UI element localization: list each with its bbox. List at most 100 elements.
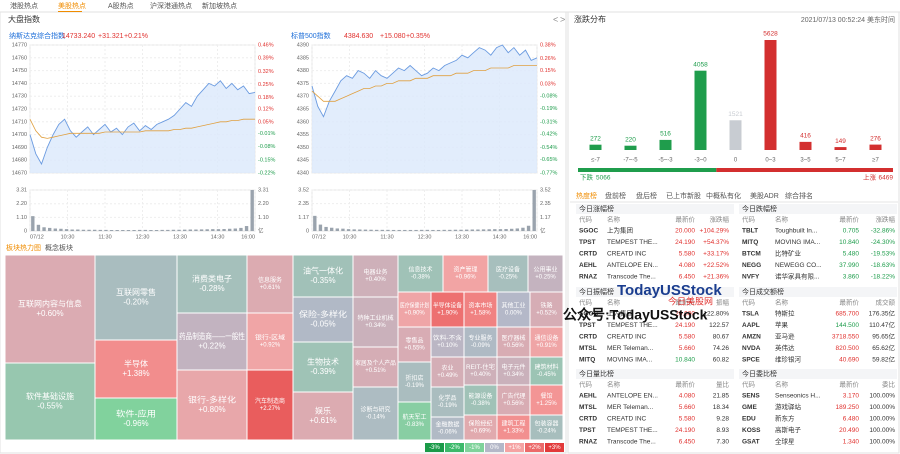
rank-cell[interactable]: AAPL xyxy=(742,322,760,329)
rank-cell[interactable]: TPST xyxy=(579,239,596,246)
heatmap-cell[interactable] xyxy=(496,384,531,416)
rank-cell[interactable]: BTCM xyxy=(742,251,761,258)
heatmap-cell[interactable] xyxy=(463,356,498,386)
heatmap-cell[interactable] xyxy=(292,296,354,343)
rank-tab[interactable]: 热度榜 xyxy=(576,191,597,200)
heatmap-cell[interactable] xyxy=(94,339,178,399)
dist-category: 3~5 xyxy=(800,158,811,164)
rank-tab[interactable]: 综合排名 xyxy=(785,191,813,200)
rank-cell[interactable]: RNAZ xyxy=(579,274,597,281)
rank-cell[interactable]: MTSL xyxy=(579,345,597,352)
heatmap-cell[interactable] xyxy=(430,356,465,388)
heatmap-cell[interactable] xyxy=(529,356,564,386)
rank-cell[interactable]: SENS xyxy=(742,393,760,400)
heatmap-cell[interactable] xyxy=(430,291,465,328)
top-tab[interactable]: 港股热点 xyxy=(10,1,38,10)
heatmap-cell[interactable] xyxy=(463,291,498,328)
rank-cell[interactable]: GSAT xyxy=(742,439,760,446)
legend-label: -3% xyxy=(429,445,440,451)
nav-next[interactable]: > xyxy=(560,14,565,24)
rank-cell[interactable]: NVDA xyxy=(742,345,761,352)
rank-cell[interactable]: TBLT xyxy=(742,228,758,235)
rank-tab[interactable]: 盘前榜 xyxy=(605,191,626,200)
heatmap-cell[interactable] xyxy=(352,346,399,388)
rank-cell[interactable]: SPCE xyxy=(742,357,760,364)
rank-cell[interactable]: MITQ xyxy=(742,239,758,246)
heatmap-cell[interactable] xyxy=(176,369,248,441)
heatmap-cell[interactable] xyxy=(4,362,96,441)
heatmap-cell[interactable] xyxy=(529,414,564,441)
heatmap-cell[interactable] xyxy=(529,291,564,328)
heatmap-cell[interactable] xyxy=(487,254,529,293)
nav-prev[interactable]: < xyxy=(553,14,558,24)
heatmap-cell[interactable] xyxy=(397,254,444,293)
rank-cell[interactable]: CRTD xyxy=(579,251,597,258)
volume-tick-label: 3.52 xyxy=(298,187,309,193)
rank-cell: 37.990 xyxy=(839,262,859,269)
volume-bar xyxy=(352,229,356,231)
heatmap-cell[interactable] xyxy=(463,326,498,358)
cell-value: +0.61% xyxy=(260,285,281,291)
rank-cell[interactable]: CRTD xyxy=(579,416,597,423)
heatmap-cell[interactable] xyxy=(463,384,498,416)
heatmap-tab[interactable]: 板块热力图 xyxy=(6,243,41,252)
heatmap-cell[interactable] xyxy=(430,386,465,418)
top-tab[interactable]: 美股热点 xyxy=(58,1,86,10)
heatmap-cell[interactable] xyxy=(529,326,564,358)
heatmap-cell[interactable] xyxy=(4,254,96,364)
heatmap-cell[interactable] xyxy=(94,397,178,441)
rank-cell[interactable]: AEHL xyxy=(579,393,597,400)
heatmap-cell[interactable] xyxy=(352,386,399,441)
heatmap-cell[interactable] xyxy=(529,384,564,416)
rank-cell[interactable]: AEHL xyxy=(579,262,597,269)
heatmap-cell[interactable] xyxy=(352,296,399,348)
volume-bar xyxy=(216,229,221,231)
heatmap-cell[interactable] xyxy=(352,254,399,298)
rank-cell[interactable]: SGOC xyxy=(579,311,598,318)
heatmap-cell[interactable] xyxy=(246,369,294,441)
top-tab[interactable]: 新加坡热点 xyxy=(202,1,237,10)
heatmap-cell[interactable] xyxy=(246,312,294,371)
heatmap-cell[interactable] xyxy=(94,254,178,341)
heatmap-tab[interactable]: 概念板块 xyxy=(45,243,73,252)
heatmap-cell[interactable] xyxy=(430,326,465,358)
heatmap-cell[interactable] xyxy=(397,361,432,403)
heatmap-cell[interactable] xyxy=(463,414,498,441)
x-tick-label: 12:30 xyxy=(136,234,150,240)
heatmap-cell[interactable] xyxy=(397,401,432,441)
heatmap-cell[interactable] xyxy=(292,391,354,441)
rank-cell[interactable]: MTSL xyxy=(579,404,597,411)
heatmap-cell[interactable] xyxy=(496,291,531,328)
heatmap-cell[interactable] xyxy=(496,326,531,358)
heatmap-cell[interactable] xyxy=(527,254,564,293)
top-tab[interactable]: A股热点 xyxy=(108,1,134,10)
rank-tab[interactable]: 中概私有化 xyxy=(706,191,741,200)
heatmap-cell[interactable] xyxy=(246,254,294,314)
heatmap-cell[interactable] xyxy=(397,291,432,328)
rank-tab[interactable]: 已上市新股 xyxy=(666,191,701,200)
rank-cell[interactable]: TSLA xyxy=(742,311,759,318)
heatmap-cell[interactable] xyxy=(430,416,465,441)
rank-cell[interactable]: TPST xyxy=(579,322,596,329)
rank-cell[interactable]: CRTD xyxy=(579,334,597,341)
rank-cell[interactable]: MITQ xyxy=(579,357,595,364)
rank-cell[interactable]: SGOC xyxy=(579,228,598,235)
rank-cell[interactable]: GME xyxy=(742,404,757,411)
rank-tab[interactable]: 美股ADR xyxy=(750,191,779,200)
rank-tab[interactable]: 盘后榜 xyxy=(636,191,657,200)
rank-cell: NEWEGG CO... xyxy=(775,262,822,269)
cell-name: 娱乐 xyxy=(315,405,331,415)
heatmap-cell[interactable] xyxy=(397,326,432,363)
rank-cell[interactable]: NEGG xyxy=(742,262,761,269)
rank-cell[interactable]: RNAZ xyxy=(579,439,597,446)
heatmap-cell[interactable] xyxy=(496,356,531,386)
rank-cell[interactable]: NVFY xyxy=(742,274,760,281)
rank-cell[interactable]: EDU xyxy=(742,416,756,423)
heatmap-cell[interactable] xyxy=(176,254,248,314)
top-tab[interactable]: 沪深港通热点 xyxy=(150,1,192,10)
rank-cell[interactable]: KOSS xyxy=(742,427,761,434)
heatmap-cell[interactable] xyxy=(496,414,531,441)
heatmap-cell[interactable] xyxy=(442,254,489,293)
rank-cell[interactable]: TPST xyxy=(579,427,596,434)
rank-cell[interactable]: AMZN xyxy=(742,334,761,341)
